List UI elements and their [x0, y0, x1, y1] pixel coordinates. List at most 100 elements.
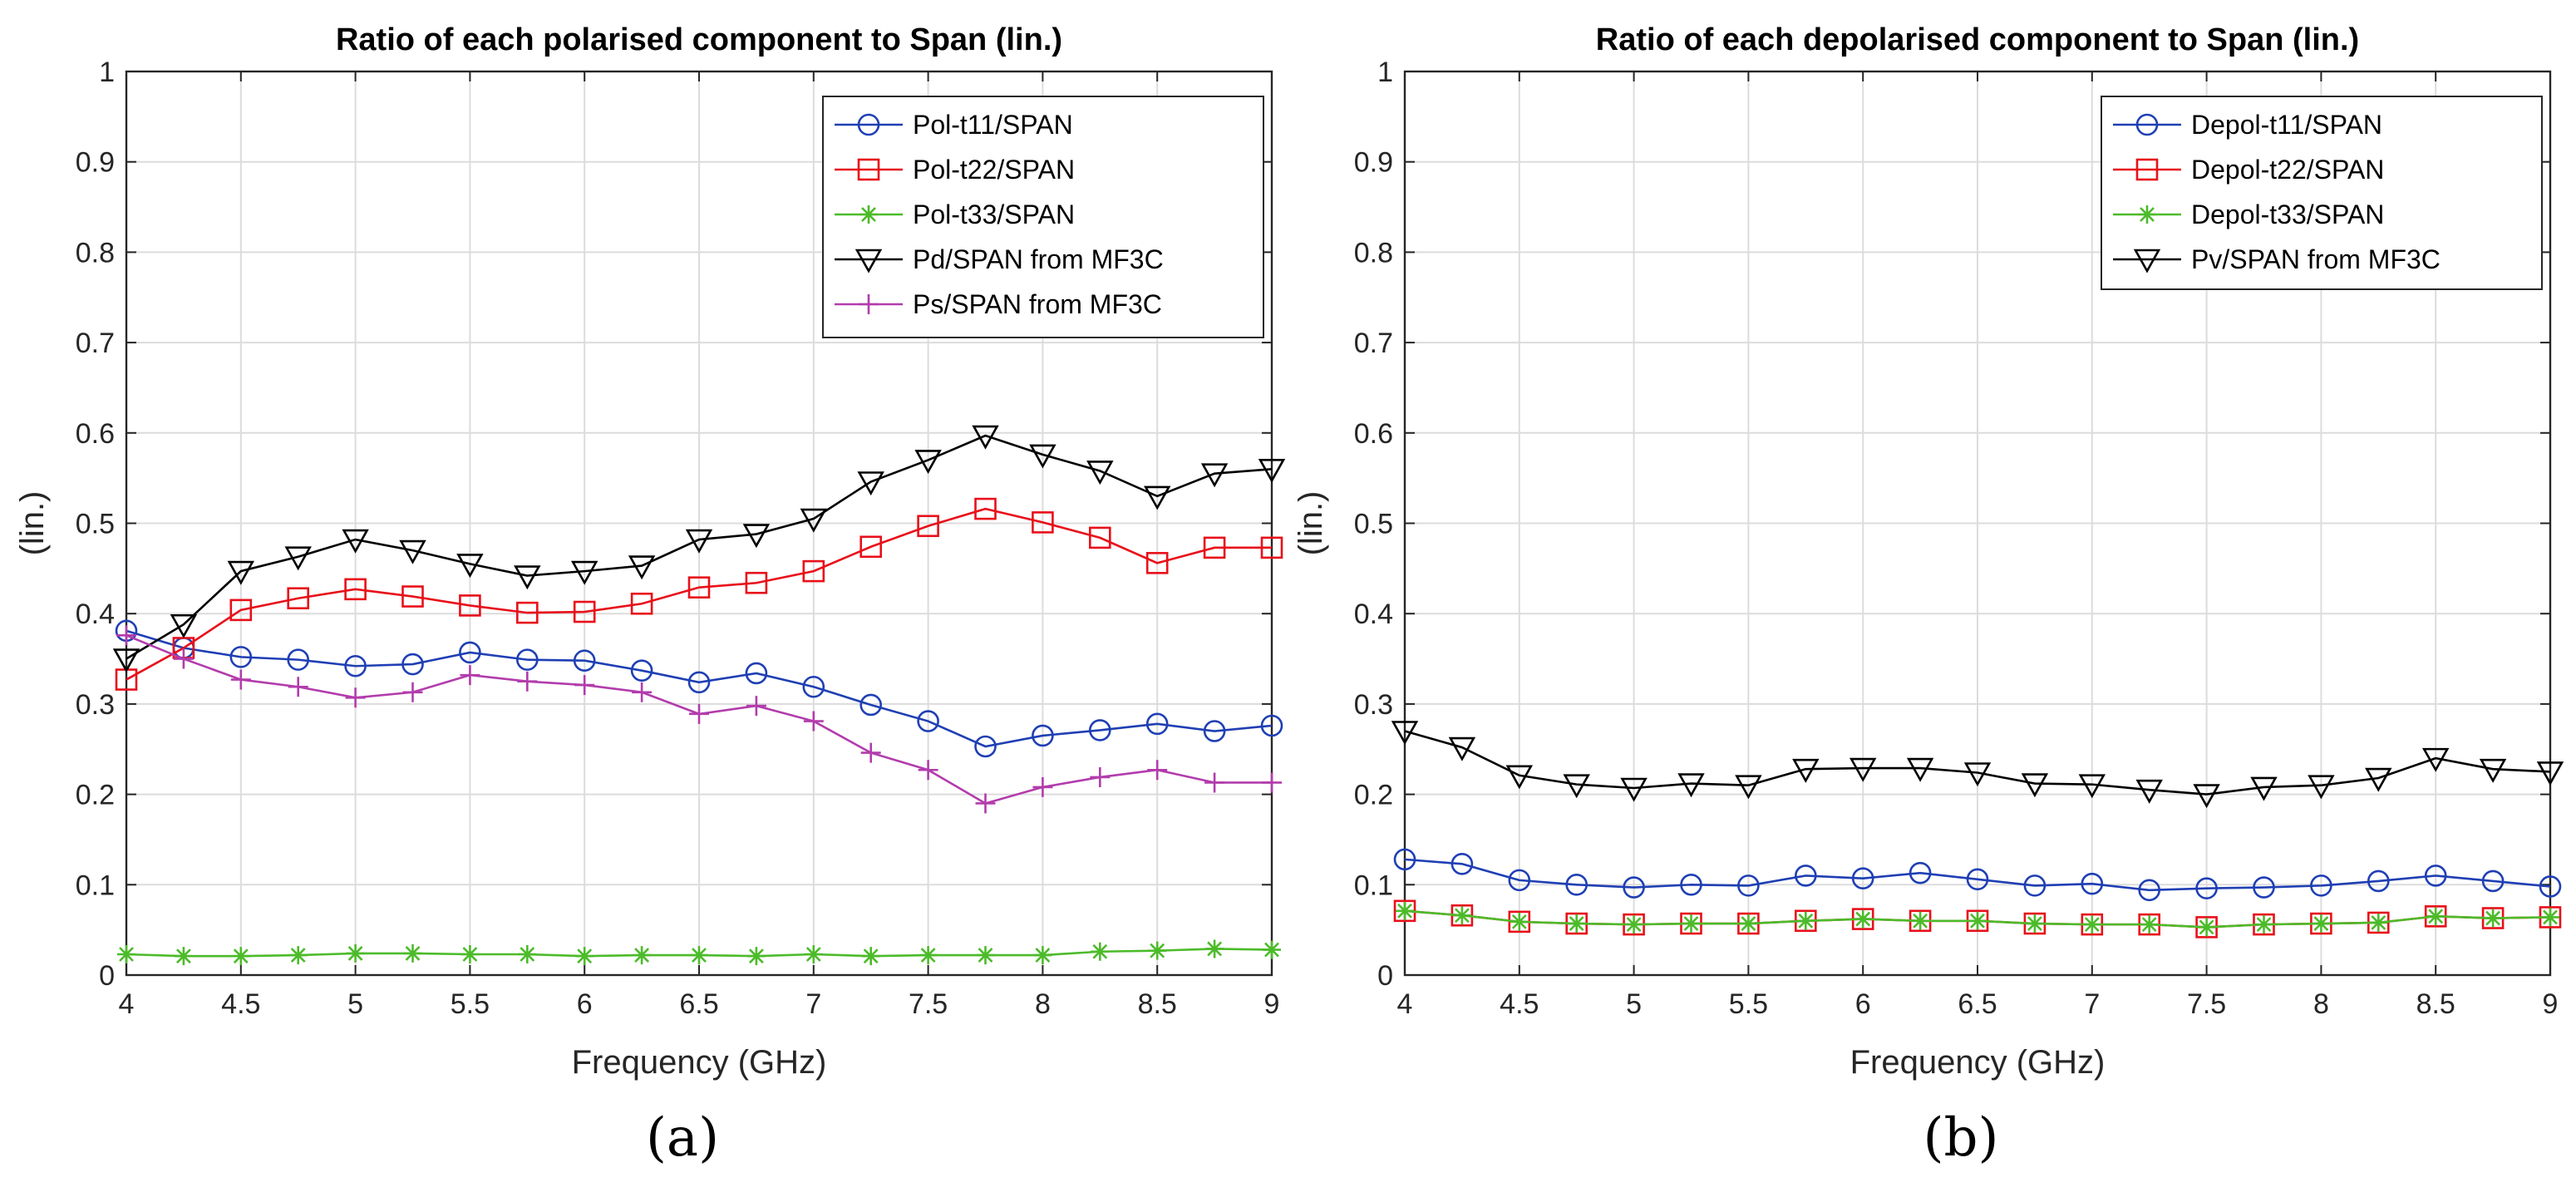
y-tick-label: 1 — [99, 57, 115, 88]
data-point — [2421, 747, 2450, 772]
data-point — [802, 675, 825, 698]
y-tick-label: 0.5 — [1354, 509, 1393, 540]
data-point — [2312, 914, 2331, 934]
data-point — [460, 665, 480, 686]
data-point — [859, 535, 882, 559]
data-point — [2250, 776, 2278, 801]
legend: Depol-t11/SPAN Depol-t22/SPAN Depol-t33/SP… — [2101, 96, 2543, 290]
series-depol-t33-span — [1396, 901, 2559, 937]
y-axis-label: (lin.) — [1293, 491, 1329, 556]
data-point — [2367, 869, 2390, 893]
data-point — [344, 578, 367, 601]
chart-title: Ratio of each depolarised component to S… — [1596, 22, 2359, 57]
data-point — [456, 554, 484, 579]
x-tick-label: 4.5 — [1500, 988, 1539, 1020]
legend-label: Pol-t33/SPAN — [913, 200, 1075, 229]
series-depol-t11-span — [1393, 848, 2562, 902]
x-tick-label: 8.5 — [2416, 988, 2455, 1020]
y-tick-label: 0.4 — [76, 599, 115, 630]
data-point — [1620, 777, 1648, 802]
data-point — [1145, 552, 1169, 574]
series-line — [1404, 730, 2551, 796]
data-point — [459, 641, 481, 664]
x-tick-label: 7.5 — [2187, 988, 2226, 1020]
data-point — [2138, 879, 2160, 902]
y-tick-label: 0 — [1377, 960, 1393, 992]
data-point — [860, 742, 881, 763]
data-point — [344, 654, 367, 677]
data-point — [1735, 775, 1762, 800]
data-point — [2254, 915, 2273, 934]
legend-marker — [2135, 158, 2159, 181]
data-point — [1143, 485, 1171, 510]
data-point — [1204, 772, 1225, 793]
data-point — [399, 539, 426, 564]
data-point — [1260, 536, 1283, 559]
data-point — [2253, 876, 2275, 899]
x-tick-label: 6.5 — [679, 988, 718, 1020]
legend-box — [822, 96, 1264, 338]
x-tick-label: 4.5 — [221, 988, 260, 1020]
data-point — [1508, 869, 1531, 892]
legend-label: Pd/SPAN from MF3C — [913, 244, 1164, 274]
data-point — [1145, 712, 1169, 736]
x-tick-label: 9 — [2543, 988, 2559, 1020]
data-point — [1089, 526, 1111, 549]
legend-marker — [859, 205, 878, 224]
data-point — [287, 648, 310, 671]
data-point — [1091, 942, 1110, 961]
data-point — [628, 555, 656, 580]
data-point — [917, 710, 939, 732]
data-point — [2310, 874, 2332, 897]
y-tick-label: 0.1 — [1354, 869, 1393, 901]
y-tick-label: 0.2 — [1354, 780, 1393, 811]
data-point — [570, 560, 598, 585]
data-point — [632, 682, 653, 702]
data-point — [800, 508, 828, 533]
data-point — [2541, 908, 2559, 927]
x-tick-label: 7 — [2084, 988, 2100, 1020]
data-point — [1567, 914, 1586, 934]
legend-item: Depol-t22/SPAN — [2113, 155, 2384, 185]
data-point — [402, 682, 423, 702]
x-tick-label: 8 — [2313, 988, 2329, 1020]
data-point — [857, 471, 884, 496]
legend-label: Pv/SPAN from MF3C — [2191, 244, 2441, 274]
data-point — [1032, 511, 1054, 534]
data-point — [229, 599, 253, 622]
data-point — [1510, 912, 1529, 931]
data-point — [746, 696, 766, 717]
data-point — [2365, 767, 2392, 792]
data-point — [287, 587, 310, 610]
data-point — [514, 565, 541, 590]
data-point — [1968, 911, 1987, 930]
legend-item: Pol-t33/SPAN — [835, 200, 1075, 229]
data-point — [1963, 762, 1992, 787]
chart-panel-b: 4 4.5 5 5.5 6 6.5 7 7.5 8 8.5 9 0 0.1 0.2 0.3 0.4 0.5 0.6… — [1293, 22, 2564, 1169]
data-point — [745, 662, 768, 685]
legend-label: Depol-t33/SPAN — [2191, 200, 2384, 229]
data-point — [170, 613, 198, 638]
data-point — [1393, 848, 1416, 871]
data-point — [1680, 874, 1702, 896]
data-point — [1565, 874, 1588, 896]
y-tick-label: 0.3 — [1354, 689, 1393, 721]
data-point — [1906, 757, 1934, 782]
data-point — [173, 648, 194, 669]
y-tick-label: 0.1 — [76, 869, 115, 901]
data-point — [1203, 536, 1226, 559]
series-pol-t22-span — [115, 497, 1283, 691]
data-point — [630, 592, 653, 615]
data-point — [1796, 911, 1815, 930]
data-point — [401, 653, 424, 676]
data-point — [1090, 766, 1111, 787]
legend-label: Pol-t11/SPAN — [913, 110, 1073, 140]
data-point — [573, 649, 596, 672]
data-point — [2193, 784, 2220, 809]
legend-label: Depol-t11/SPAN — [2191, 110, 2382, 140]
data-point — [2021, 773, 2049, 798]
data-point — [1148, 941, 1167, 960]
data-point — [918, 760, 938, 781]
data-point — [1911, 911, 1930, 930]
data-point — [2082, 915, 2101, 934]
